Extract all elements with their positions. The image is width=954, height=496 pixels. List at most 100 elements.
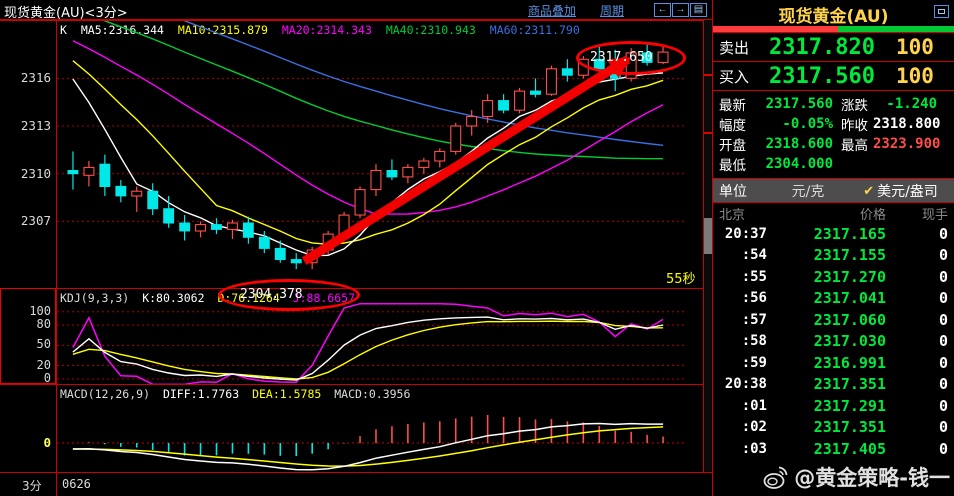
period-label: 3分 xyxy=(22,479,42,493)
tick-price: 2317.165 xyxy=(813,224,886,243)
price-y-tick: 2316 xyxy=(20,70,51,86)
price-y-axis: 2316 2313 2310 2307 xyxy=(0,21,55,289)
ma40-legend: MA40:2310.943 xyxy=(385,23,476,37)
tick-price: 2316.991 xyxy=(813,353,886,372)
stat-row: 最低 2304.000 xyxy=(713,154,954,174)
stat-label-2: 涨跌 xyxy=(841,98,868,114)
unit-option-cny-gram[interactable]: 元/克 xyxy=(791,183,825,200)
countdown-timer: 55秒 xyxy=(666,272,696,287)
kdj-y-tick: 20 xyxy=(36,357,51,372)
kdj-d-value: D:76.1264 xyxy=(217,291,280,305)
period-link[interactable]: 周期 xyxy=(600,4,625,18)
tick-volume: 0 xyxy=(938,267,948,286)
tick-price: 2317.060 xyxy=(813,310,886,329)
quote-title: 现货黄金(AU) xyxy=(778,7,889,27)
stat-label: 幅度 xyxy=(719,118,746,134)
stat-row: 最新 2317.560 涨跌 -1.240 xyxy=(713,94,954,114)
tick-row[interactable]: :56 2317.041 0 xyxy=(713,288,954,310)
tick-volume: 0 xyxy=(938,289,948,308)
stat-value: 2304.000 xyxy=(765,156,833,172)
sell-volume: 100 xyxy=(896,35,934,59)
price-y-tick: 2307 xyxy=(20,213,51,229)
watermark: @黄金策略-钱一 xyxy=(763,462,950,492)
tick-row[interactable]: :02 2317.351 0 xyxy=(713,417,954,439)
kdj-plot-area[interactable] xyxy=(56,289,687,385)
tick-price: 2317.270 xyxy=(813,267,886,286)
price-plot-area[interactable] xyxy=(56,21,687,288)
tick-row[interactable]: :03 2317.405 0 xyxy=(713,438,954,460)
maximize-icon[interactable] xyxy=(934,5,949,18)
tick-time: 20:37 xyxy=(724,225,767,242)
overlay-product-link[interactable]: 商品叠加 xyxy=(528,4,577,18)
macd-panel[interactable]: MACD(12,26,9) DIFF:1.7763 DEA:1.5785 MAC… xyxy=(0,384,712,472)
tick-row[interactable]: :58 2317.030 0 xyxy=(713,331,954,353)
ratio-buy-segment xyxy=(838,26,954,33)
macd-diff-value: DIFF:1.7763 xyxy=(162,387,240,401)
stat-value-2: 2318.800 xyxy=(873,116,941,132)
price-chart-panel[interactable]: K MA5:2316.344 MA10:2315.879 MA20:2314.3… xyxy=(0,20,712,311)
stat-label: 最低 xyxy=(719,158,746,174)
tick-row[interactable]: :54 2317.155 0 xyxy=(713,245,954,267)
tick-time: :02 xyxy=(741,419,767,436)
tick-volume: 0 xyxy=(938,332,948,351)
tick-volume: 0 xyxy=(938,418,948,437)
buy-sell-ratio-bar xyxy=(713,26,954,33)
tick-volume: 0 xyxy=(938,439,948,458)
stat-label: 最新 xyxy=(719,98,746,114)
tick-time: :59 xyxy=(741,354,767,371)
ma60-legend: MA60:2311.790 xyxy=(489,23,580,37)
tick-time: :58 xyxy=(741,333,767,350)
kdj-j-value: J:88.6657 xyxy=(292,291,355,305)
tick-price: 2317.030 xyxy=(813,332,886,351)
buy-volume: 100 xyxy=(896,64,934,88)
tick-row[interactable]: :01 2317.291 0 xyxy=(713,395,954,417)
tick-time: :03 xyxy=(741,440,767,457)
stat-label-2: 昨收 xyxy=(841,118,868,134)
unit-selector-row[interactable]: 单位 元/克 ✔ 美元/盎司 xyxy=(713,179,954,203)
stat-row: 开盘 2318.600 最高 2323.900 xyxy=(713,134,954,154)
tick-price: 2317.351 xyxy=(813,418,886,437)
tick-header-volume: 现手 xyxy=(921,207,948,223)
buy-label: 买入 xyxy=(719,67,750,86)
symbol-title: 现货黄金(AU)<3分> xyxy=(4,6,128,21)
ma20-legend: MA20:2314.343 xyxy=(281,23,372,37)
tick-header-time: 北京 xyxy=(719,207,746,223)
tick-volume: 0 xyxy=(938,310,948,329)
tick-volume: 0 xyxy=(938,246,948,265)
axis-divider xyxy=(56,472,57,496)
tick-volume: 0 xyxy=(938,353,948,372)
kdj-name: KDJ(9,3,3) xyxy=(60,291,130,305)
tick-time: :54 xyxy=(741,247,767,264)
tick-row[interactable]: 20:37 2317.165 0 xyxy=(713,223,954,245)
unit-option-usd-ounce[interactable]: ✔ 美元/盎司 xyxy=(847,181,954,201)
macd-plot-area[interactable] xyxy=(56,385,687,472)
watermark-handle: @黄金策略-钱一 xyxy=(794,466,950,490)
next-arrow-icon[interactable]: → xyxy=(672,3,689,17)
macd-name: MACD(12,26,9) xyxy=(60,387,151,401)
tick-price: 2317.351 xyxy=(813,375,886,394)
date-label: 0626 xyxy=(62,477,91,491)
kdj-panel[interactable]: KDJ(9,3,3) K:80.3062 D:76.1264 J:88.6657… xyxy=(0,288,712,385)
sell-row: 卖出 2317.820 100 xyxy=(713,32,954,62)
layout-grid-icon[interactable]: ▤ xyxy=(690,3,707,17)
tick-row[interactable]: :59 2316.991 0 xyxy=(713,352,954,374)
stat-value: 2317.560 xyxy=(765,96,833,112)
chart-pane: 现货黄金(AU)<3分> 商品叠加 周期 ← → ▤ K MA5:2316.34… xyxy=(0,3,713,496)
tick-list[interactable]: 20:37 2317.165 0:54 2317.155 0:55 2317.270 0:5… xyxy=(713,223,954,460)
chart-scrollbar-thumb[interactable] xyxy=(704,218,713,254)
prev-arrow-icon[interactable]: ← xyxy=(654,3,671,17)
stat-value: -0.05% xyxy=(782,116,833,132)
price-y-tick: 2310 xyxy=(20,165,51,181)
tick-row[interactable]: :57 2317.060 0 xyxy=(713,309,954,331)
tick-row[interactable]: :55 2317.270 0 xyxy=(713,266,954,288)
tick-time: :56 xyxy=(741,290,767,307)
bottom-axis: 3分 0626 xyxy=(0,472,712,496)
macd-dea-value: DEA:1.5785 xyxy=(252,387,322,401)
kdj-y-axis: 100 80 50 20 0 xyxy=(0,289,55,385)
chart-scrollbar[interactable] xyxy=(703,20,713,472)
macd-y-tick: 0 xyxy=(43,435,51,450)
tick-header-price: 价格 xyxy=(859,207,886,223)
sell-label: 卖出 xyxy=(719,38,750,57)
tick-row[interactable]: 20:38 2317.351 0 xyxy=(713,374,954,396)
ratio-sell-segment xyxy=(713,26,839,33)
